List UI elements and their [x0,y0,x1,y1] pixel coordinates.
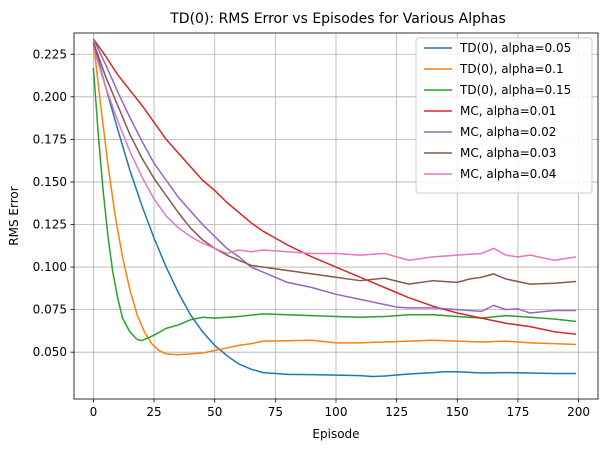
x-tick-label: 100 [325,405,348,419]
x-tick-label: 200 [567,405,590,419]
x-tick-label: 0 [90,405,98,419]
y-tick-label: 0.050 [33,345,67,359]
legend-label-2: TD(0), alpha=0.1 [459,62,564,76]
series-line-3 [92,67,577,342]
y-tick-label: 0.150 [33,175,67,189]
legend: TD(0), alpha=0.05 TD(0), alpha=0.1 TD(0), … [415,37,593,194]
x-tick-label: 25 [146,405,161,419]
legend-label-7: MC, alpha=0.04 [460,167,556,181]
series-line-7 [92,47,577,262]
tick-layer: 0 25 50 75 100 125 150 175 200 0.050 0.075 0.100 0.1… [33,47,590,419]
y-tick-label: 0.200 [33,90,67,104]
x-tick-label: 50 [207,405,222,419]
y-tick-label: 0.125 [33,218,67,232]
x-axis-label: Episode [312,427,359,441]
y-tick-label: 0.175 [33,132,67,146]
legend-label-3: TD(0), alpha=0.15 [459,83,571,97]
series-line-1 [92,42,577,378]
legend-label-5: MC, alpha=0.02 [460,125,556,139]
chart-title: TD(0): RMS Error vs Episodes for Various… [169,11,506,27]
y-tick-label: 0.100 [33,260,67,274]
x-tick-label: 75 [268,405,283,419]
legend-label-4: MC, alpha=0.01 [460,104,556,118]
series-layer [92,38,577,378]
x-tick-label: 175 [506,405,529,419]
x-tick-label: 125 [385,405,408,419]
series-line-6 [92,42,577,285]
y-tick-label: 0.225 [33,47,67,61]
y-axis-label: RMS Error [7,186,21,245]
legend-label-1: TD(0), alpha=0.05 [459,41,571,55]
series-line-4 [92,38,577,336]
series-line-2 [92,42,577,356]
y-tick-label: 0.075 [33,303,67,317]
x-tick-label: 150 [446,405,469,419]
series-line-5 [92,38,577,314]
legend-label-6: MC, alpha=0.03 [460,146,556,160]
legend-box [415,37,593,194]
